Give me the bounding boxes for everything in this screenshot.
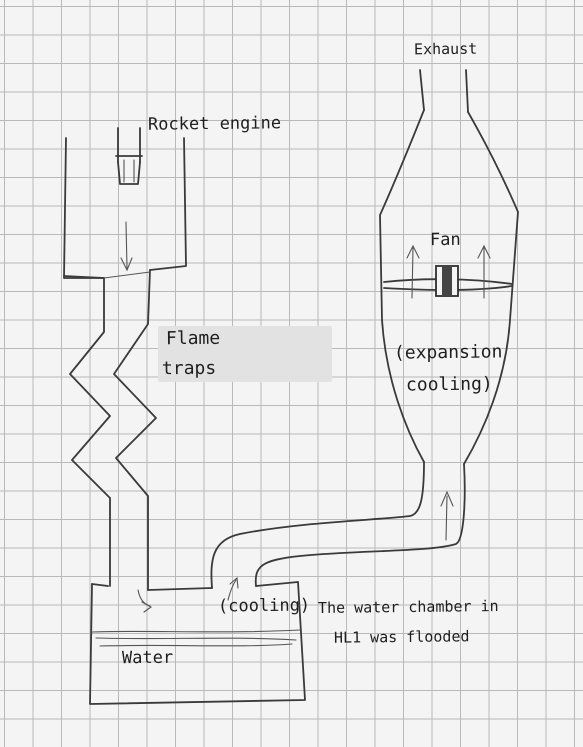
note-line2: HL1 was flooded [333, 627, 470, 647]
expansion-label: (expansion [393, 341, 503, 364]
traps-label: traps [161, 357, 217, 380]
label-patch [158, 326, 332, 382]
exhaust-outlet [419, 69, 469, 113]
rocket-engine-label: Rocket engine [147, 113, 282, 135]
rocket-nozzle [115, 127, 143, 185]
flow-arrow-down [120, 221, 133, 272]
water-chamber [89, 581, 306, 705]
rocket-engine-chamber [63, 137, 187, 279]
expansion-cooling-label: cooling) [405, 373, 493, 396]
water-label: Water [121, 647, 174, 669]
flame-label: Flame [165, 327, 221, 350]
cooling-outflow-arrow [227, 576, 239, 601]
fan-label: Fan [429, 229, 461, 251]
cooling-label: (cooling) [217, 595, 311, 617]
exhaust-label: Exhaust [413, 39, 478, 59]
note-line1: The water chamber in [317, 597, 499, 617]
expansion-chamber [379, 109, 519, 465]
inflow-arrow [137, 589, 153, 613]
fan-icon [383, 244, 513, 299]
flame-trap-channel [69, 269, 157, 591]
connecting-pipe [210, 461, 466, 589]
